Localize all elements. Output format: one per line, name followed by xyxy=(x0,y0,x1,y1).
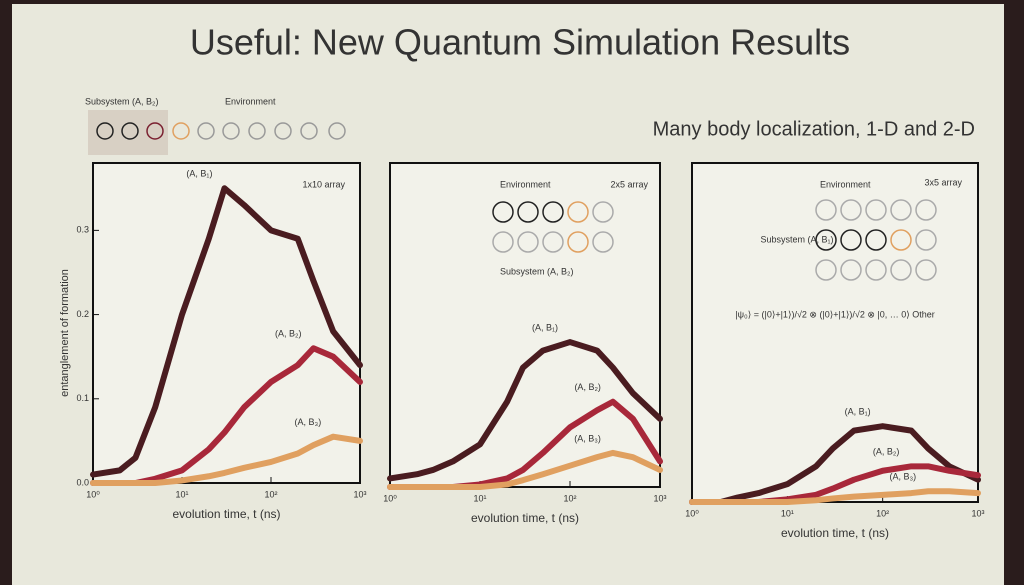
lattice-site xyxy=(840,229,862,251)
x-tick-label: 10⁰ xyxy=(383,493,397,503)
x-tick-label: 10³ xyxy=(353,489,366,499)
x-tick-label: 10³ xyxy=(971,508,984,518)
y-tick-label: 0.2 xyxy=(76,309,89,319)
lattice-site xyxy=(542,231,564,253)
series-label: (A, B₃) xyxy=(574,433,601,443)
annotation: 3x5 array xyxy=(924,177,962,187)
lattice-site xyxy=(542,201,564,223)
lattice-site xyxy=(890,229,912,251)
annotation: Subsystem (A, B₁) xyxy=(760,234,833,244)
lattice-site xyxy=(915,229,937,251)
y-tick-label: 0.1 xyxy=(76,393,89,403)
annotation: |ψ₀⟩ = (|0⟩+|1⟩)/√2 ⊗ (|0⟩+|1⟩)/√2 ⊗ |0,… xyxy=(735,309,935,319)
x-tick-label: 10⁰ xyxy=(685,508,699,518)
x-tick-label: 10³ xyxy=(653,493,666,503)
series-line xyxy=(689,488,981,505)
lattice-site xyxy=(865,199,887,221)
series-line xyxy=(90,185,363,478)
y-tick-label: 0.0 xyxy=(76,477,89,487)
lattice-site xyxy=(592,201,614,223)
series-label: (A, B₂) xyxy=(275,329,302,339)
annotation: Subsystem (A, B₂) xyxy=(500,266,574,276)
lattice-site xyxy=(915,199,937,221)
lattice-site xyxy=(567,201,589,223)
series-label: (A, B₃) xyxy=(889,472,916,482)
series-label: (A, B₃) xyxy=(295,417,322,427)
x-axis-label: evolution time, t (ns) xyxy=(471,511,579,525)
lattice-site xyxy=(592,231,614,253)
lattice-site xyxy=(567,231,589,253)
slide-title: Useful: New Quantum Simulation Results xyxy=(190,22,850,63)
annotation: 2x5 array xyxy=(610,179,648,189)
lattice-site xyxy=(890,199,912,221)
lattice-site xyxy=(890,259,912,281)
lattice-site xyxy=(865,259,887,281)
series-label: (A, B₁) xyxy=(532,322,558,332)
annotation: Environment xyxy=(820,179,871,189)
x-tick-label: 10¹ xyxy=(473,493,486,503)
x-axis-label: evolution time, t (ns) xyxy=(172,507,280,521)
x-tick-label: 10¹ xyxy=(781,508,794,518)
series-label: (A, B₂) xyxy=(873,447,900,457)
subsystem-box xyxy=(88,110,168,155)
x-tick-label: 10² xyxy=(563,493,576,503)
series-line xyxy=(387,339,663,482)
lattice-site xyxy=(492,201,514,223)
plot-frame xyxy=(389,162,661,488)
series-line xyxy=(689,423,981,505)
lattice-site xyxy=(815,199,837,221)
series-line xyxy=(90,433,363,486)
lattice-site xyxy=(492,231,514,253)
x-axis-label: evolution time, t (ns) xyxy=(781,526,889,540)
diagram-subsystem-label: Subsystem (A, B₂) xyxy=(85,96,159,106)
x-tick-label: 10² xyxy=(876,508,889,518)
diagram-environment-label: Environment xyxy=(225,96,276,106)
annotation: 1x10 array xyxy=(302,179,345,189)
series-label: (A, B₁) xyxy=(845,407,871,417)
slide-subtitle: Many body localization, 1-D and 2-D xyxy=(653,118,975,140)
lattice-site xyxy=(815,229,837,251)
y-tick-label: 0.3 xyxy=(76,225,89,235)
annotation: Environment xyxy=(500,179,551,189)
x-tick-label: 10² xyxy=(264,489,277,499)
lattice-site xyxy=(840,199,862,221)
lattice-site xyxy=(815,259,837,281)
plot-frame xyxy=(92,162,361,484)
lattice-site xyxy=(915,259,937,281)
lattice-site xyxy=(840,259,862,281)
lattice-site xyxy=(517,231,539,253)
series-line xyxy=(387,449,663,490)
lattice-site xyxy=(865,229,887,251)
x-tick-label: 10⁰ xyxy=(86,489,100,499)
series-label: (A, B₁) xyxy=(186,169,212,179)
lattice-site xyxy=(517,201,539,223)
x-tick-label: 10¹ xyxy=(175,489,188,499)
series-label: (A, B₂) xyxy=(574,382,601,392)
chain-diagram: Subsystem (A, B₂) Environment xyxy=(85,96,346,155)
y-axis-label: entanglement of formation xyxy=(59,269,71,397)
